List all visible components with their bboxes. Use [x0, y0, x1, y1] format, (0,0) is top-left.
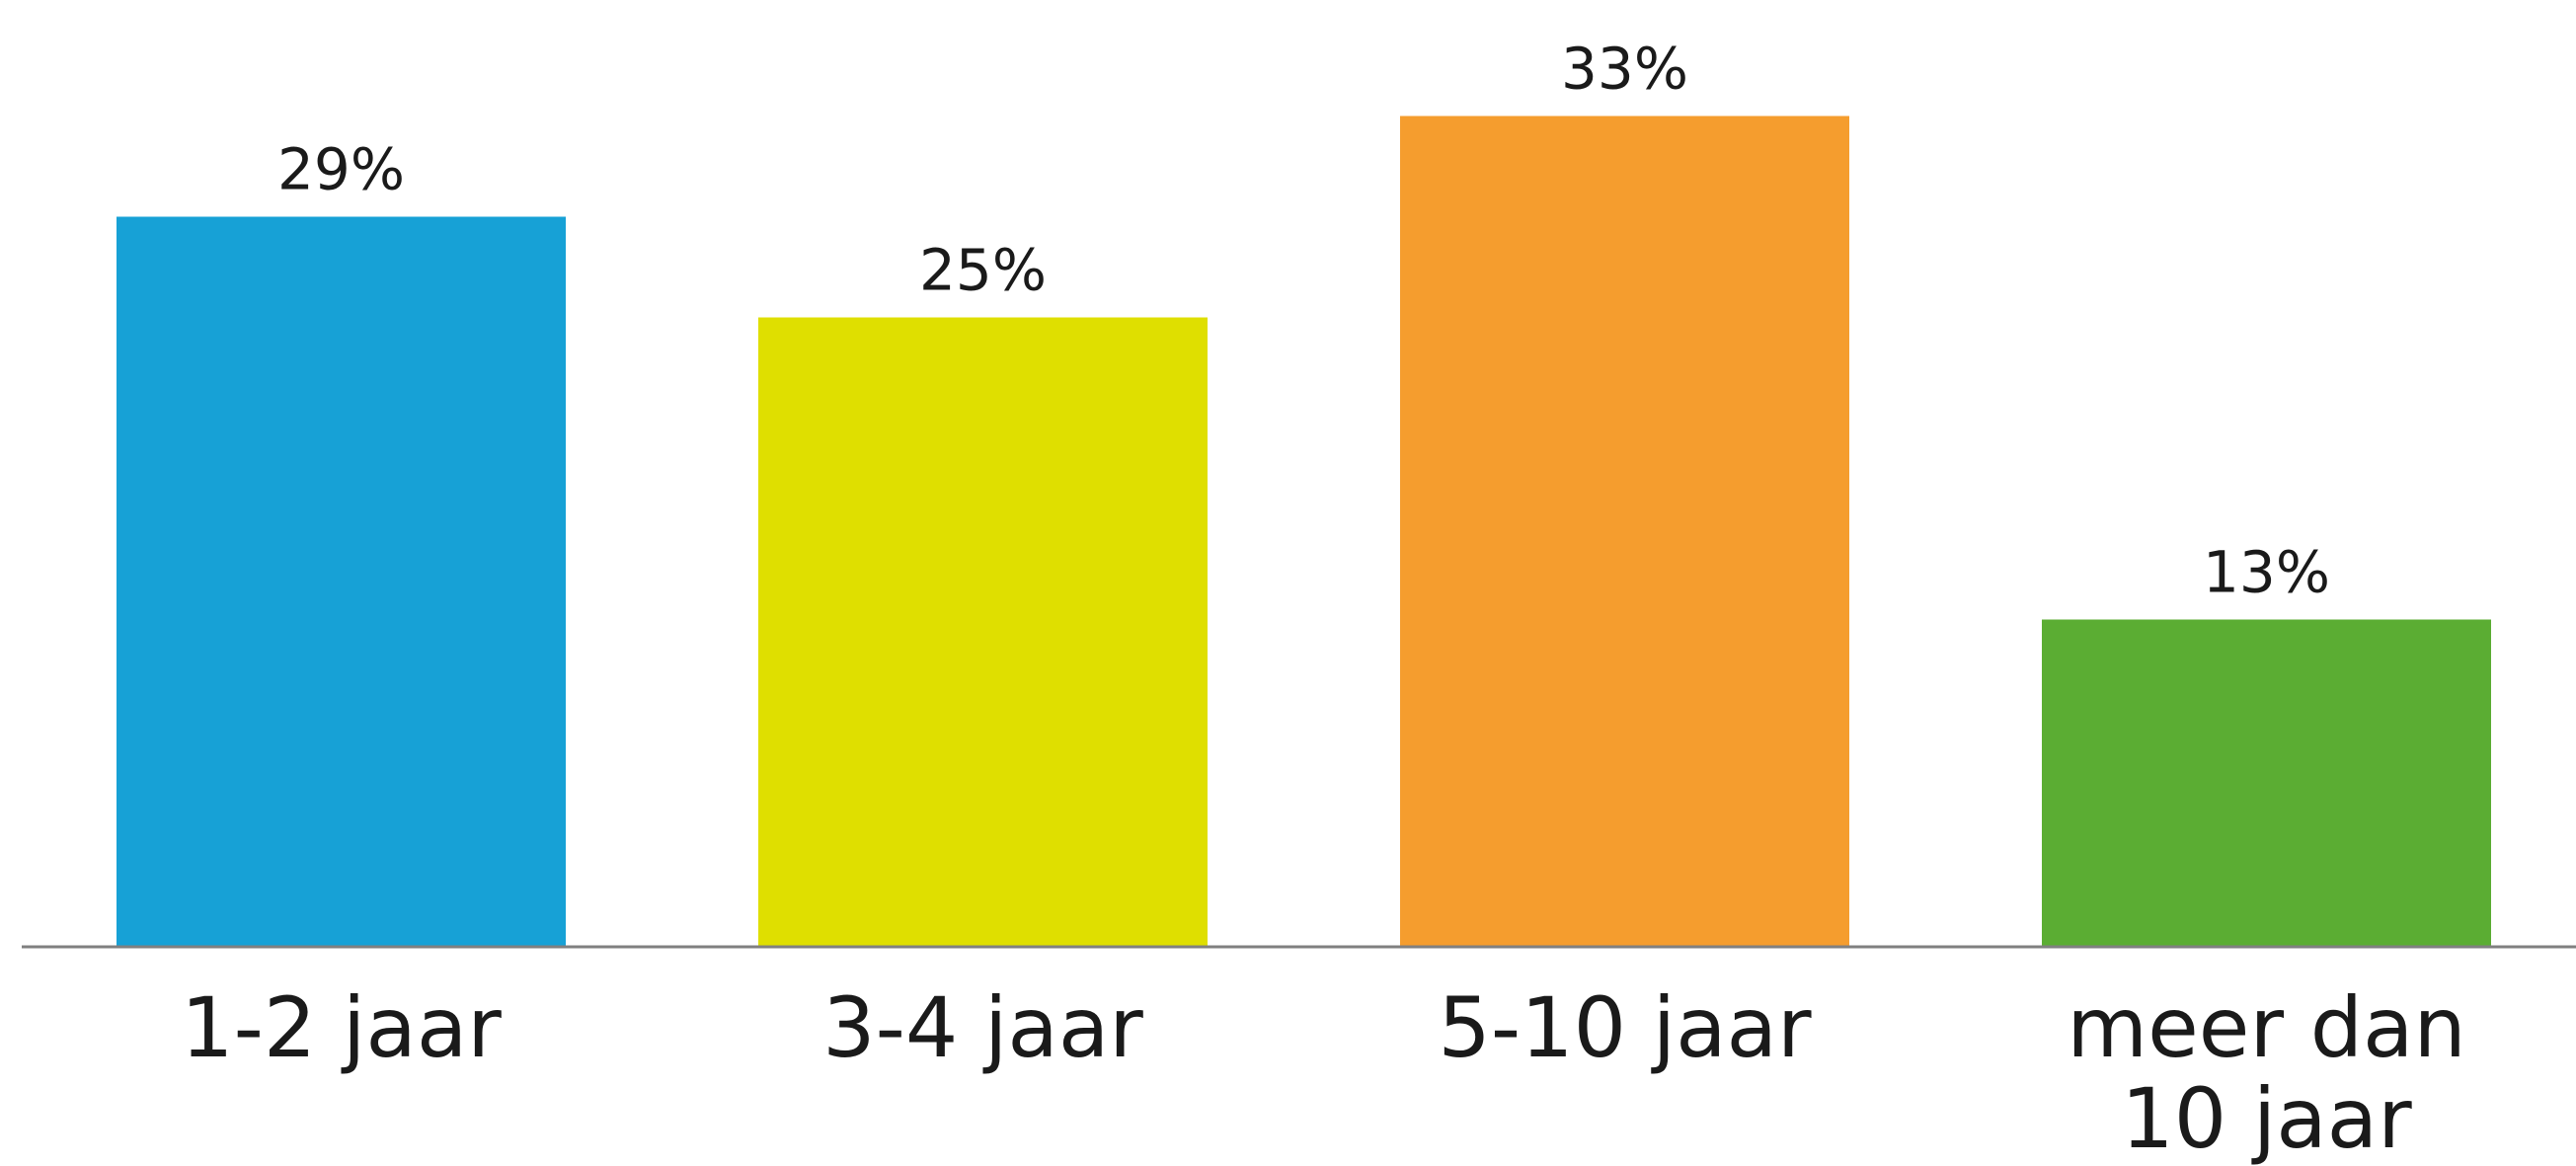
- category-label-4-line-2: 10 jaar: [2121, 1070, 2412, 1166]
- value-label-2: 25%: [919, 237, 1047, 304]
- category-label-2: 3-4 jaar: [822, 979, 1143, 1076]
- category-label-3: 5-10 jaar: [1438, 979, 1812, 1076]
- value-labels-group: 29% 25% 33% 13%: [277, 36, 2330, 606]
- category-label-2-line-1: 3-4 jaar: [822, 979, 1143, 1076]
- category-labels-group: 1-2 jaar 3-4 jaar 5-10 jaar meer dan 10 jaar: [181, 979, 2466, 1166]
- value-label-4: 13%: [2203, 539, 2330, 606]
- value-label-1: 29%: [277, 136, 405, 203]
- category-label-4-line-1: meer dan: [2067, 979, 2465, 1076]
- category-label-1: 1-2 jaar: [181, 979, 502, 1076]
- bar-3: [1400, 116, 1849, 947]
- bar-2: [758, 317, 1208, 947]
- bars-group: [117, 116, 2491, 947]
- bar-4: [2042, 619, 2491, 947]
- category-label-3-line-1: 5-10 jaar: [1438, 979, 1812, 1076]
- value-label-3: 33%: [1561, 36, 1688, 103]
- category-label-4: meer dan 10 jaar: [2067, 979, 2465, 1166]
- category-label-1-line-1: 1-2 jaar: [181, 979, 502, 1076]
- bar-1: [117, 216, 566, 947]
